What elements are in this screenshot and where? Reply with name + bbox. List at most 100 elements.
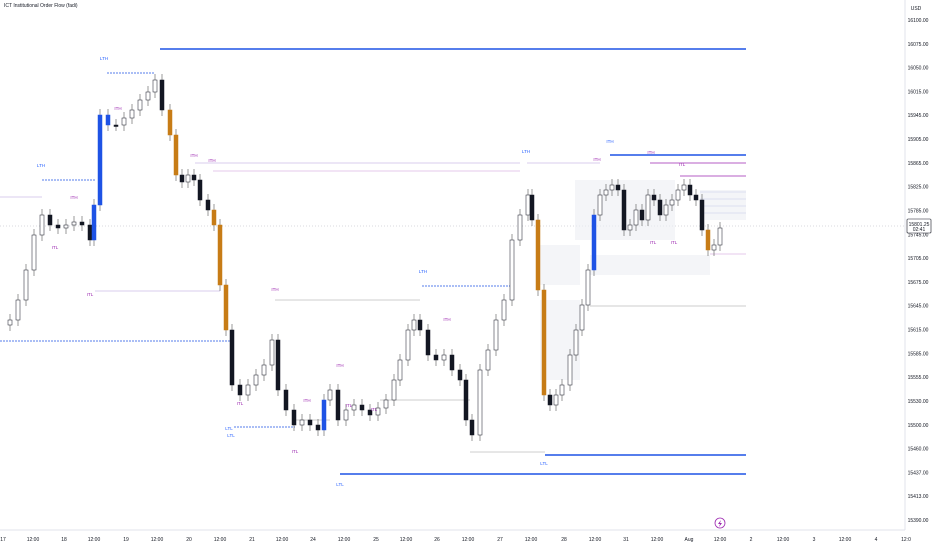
x-tick-label: 12:00 (651, 537, 664, 543)
x-tick-label: 12:00 (88, 537, 101, 543)
candle-body (441, 354, 447, 361)
lightning-icon (718, 520, 722, 527)
y-tick-label: 16015.00 (908, 89, 929, 95)
candle-body (167, 109, 173, 136)
candle-body (299, 419, 305, 426)
y-tick-label: 15825.00 (908, 185, 929, 191)
candle-body (485, 349, 491, 371)
candle-body (541, 289, 547, 396)
structure-label: ITL (679, 162, 686, 167)
candle-body (105, 114, 111, 126)
y-tick-label: 15675.00 (908, 280, 929, 286)
structure-label: ITH (271, 287, 278, 292)
structure-label: LTL (336, 482, 344, 487)
candle-body (517, 214, 523, 241)
structure-label: LTH (522, 149, 530, 154)
structure-label: ITL (671, 240, 678, 245)
candle-body (205, 199, 211, 211)
structure-label: ITL (87, 292, 94, 297)
x-tick-label: 24 (310, 537, 316, 543)
structure-label: ITH (336, 363, 343, 368)
structure-label: ITH (190, 153, 197, 158)
candle-body (657, 199, 663, 216)
x-tick-label: 12:00 (338, 537, 351, 543)
candle-body (651, 194, 657, 201)
candle-body (633, 209, 639, 226)
candle-body (315, 424, 321, 431)
candle-body (411, 319, 417, 331)
structure-label: ITH (114, 106, 121, 111)
structure-label: ITL (237, 401, 244, 406)
candle-body (321, 399, 327, 431)
candle-body (275, 339, 281, 391)
candle-body (417, 319, 423, 331)
candle-body (567, 354, 573, 386)
candle-body (501, 299, 507, 321)
candle-body (307, 419, 313, 426)
candle-body (509, 239, 515, 301)
candle-body (351, 404, 357, 411)
chart-title: ICT Institutional Order Flow (fadi) (4, 3, 78, 9)
candle-body (217, 224, 223, 286)
candle-body (383, 399, 389, 409)
y-tick-label: 15437.00 (908, 470, 929, 476)
candle-body (15, 299, 21, 321)
candle-body (547, 394, 553, 406)
candle-body (573, 329, 579, 356)
x-tick-label: 12:00 (400, 537, 413, 543)
candle-body (433, 354, 439, 361)
currency-label: USD (911, 6, 922, 12)
candle-body (47, 214, 53, 226)
x-tick-label: 31 (623, 537, 629, 543)
candle-body (579, 304, 585, 331)
candle-body (211, 209, 217, 226)
candle-body (359, 404, 365, 411)
candle-body (173, 134, 179, 176)
candle-body (425, 329, 431, 356)
candle-body (449, 354, 455, 371)
x-tick-label: 12:00 (462, 537, 475, 543)
y-tick-label: 15745.00 (908, 232, 929, 238)
structure-label: ITL (371, 407, 378, 412)
candle-body (71, 221, 77, 226)
x-tick-label: 12:00 (27, 537, 40, 543)
candle-body (397, 359, 403, 381)
x-tick-label: 27 (497, 537, 503, 543)
last-price-countdown: 02:41 (913, 227, 926, 233)
x-tick-label: 25 (373, 537, 379, 543)
candle-body (525, 194, 531, 216)
x-tick-label: 17 (0, 537, 6, 543)
x-tick-label: 12:00 (214, 537, 227, 543)
y-tick-label: 15865.00 (908, 161, 929, 167)
imbalance-zone (590, 255, 710, 275)
x-tick-label: 4 (875, 537, 878, 543)
x-tick-label: 12:00 (589, 537, 602, 543)
x-tick-label: 26 (434, 537, 440, 543)
structure-label: ITH (606, 139, 613, 144)
candle-body (55, 224, 61, 229)
candle-body (253, 374, 259, 386)
candle-body (457, 369, 463, 381)
candle-body (627, 224, 633, 231)
candle-body (283, 389, 289, 411)
candle-body (621, 189, 627, 231)
candle-body (191, 174, 197, 181)
structure-label: ITL (346, 403, 353, 408)
candle-body (585, 269, 591, 306)
candle-body (237, 384, 243, 396)
structure-label: LTH (37, 163, 45, 168)
candle-body (291, 409, 297, 426)
candle-body (699, 199, 705, 231)
imbalance-zone (540, 300, 580, 380)
candle-body (185, 174, 191, 183)
candle-body (137, 99, 143, 111)
y-tick-label: 15945.00 (908, 113, 929, 119)
candle-body (639, 209, 645, 221)
y-tick-label: 15705.00 (908, 256, 929, 262)
candle-body (477, 369, 483, 436)
candle-body (535, 219, 541, 291)
y-tick-label: 16050.00 (908, 66, 929, 72)
candle-body (405, 329, 411, 361)
y-tick-label: 15390.00 (908, 518, 929, 524)
